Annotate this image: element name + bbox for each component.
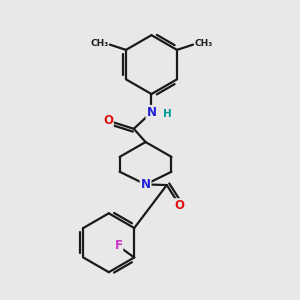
Text: CH₃: CH₃ (90, 40, 108, 49)
Text: H: H (163, 109, 171, 119)
Text: N: N (146, 106, 157, 119)
Text: O: O (103, 114, 113, 127)
Text: O: O (174, 199, 184, 212)
Text: CH₃: CH₃ (195, 40, 213, 49)
Text: N: N (141, 178, 151, 191)
Text: F: F (114, 238, 122, 252)
